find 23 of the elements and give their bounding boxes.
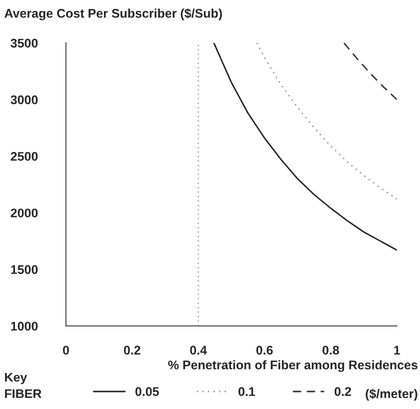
y-tick-label: 2000 bbox=[10, 208, 38, 218]
legend-label: 0.1 bbox=[238, 387, 256, 396]
y-tick-label: 3000 bbox=[10, 95, 38, 104]
x-tick-label: 1 bbox=[394, 346, 400, 354]
legend-label: 0.05 bbox=[135, 387, 159, 396]
x-tick-label: 0.8 bbox=[322, 346, 340, 355]
y-tick-label: 2500 bbox=[10, 152, 38, 161]
legend-label: 0.2 bbox=[334, 387, 352, 396]
x-tick-label: 0.4 bbox=[190, 346, 207, 355]
y-axis-title: Average Cost Per Subscriber ($/Sub) bbox=[4, 8, 222, 20]
text: FIBER bbox=[5, 389, 42, 398]
x-tick-label: 0.6 bbox=[256, 346, 273, 355]
x-tick-label: 0.2 bbox=[124, 346, 140, 355]
line-series bbox=[343, 42, 397, 100]
y-tick-label: 1500 bbox=[11, 265, 38, 274]
x-tick-label: 0 bbox=[62, 346, 69, 355]
legend-title: Key bbox=[5, 372, 28, 384]
y-tick-label: 1000 bbox=[11, 322, 38, 331]
x-axis-title: % Penetration of Fiber among Residences bbox=[168, 360, 418, 372]
line-series bbox=[256, 42, 397, 200]
text: ($/meter) bbox=[366, 388, 418, 401]
line-series bbox=[213, 42, 397, 251]
y-tick-label: 3500 bbox=[10, 38, 38, 48]
